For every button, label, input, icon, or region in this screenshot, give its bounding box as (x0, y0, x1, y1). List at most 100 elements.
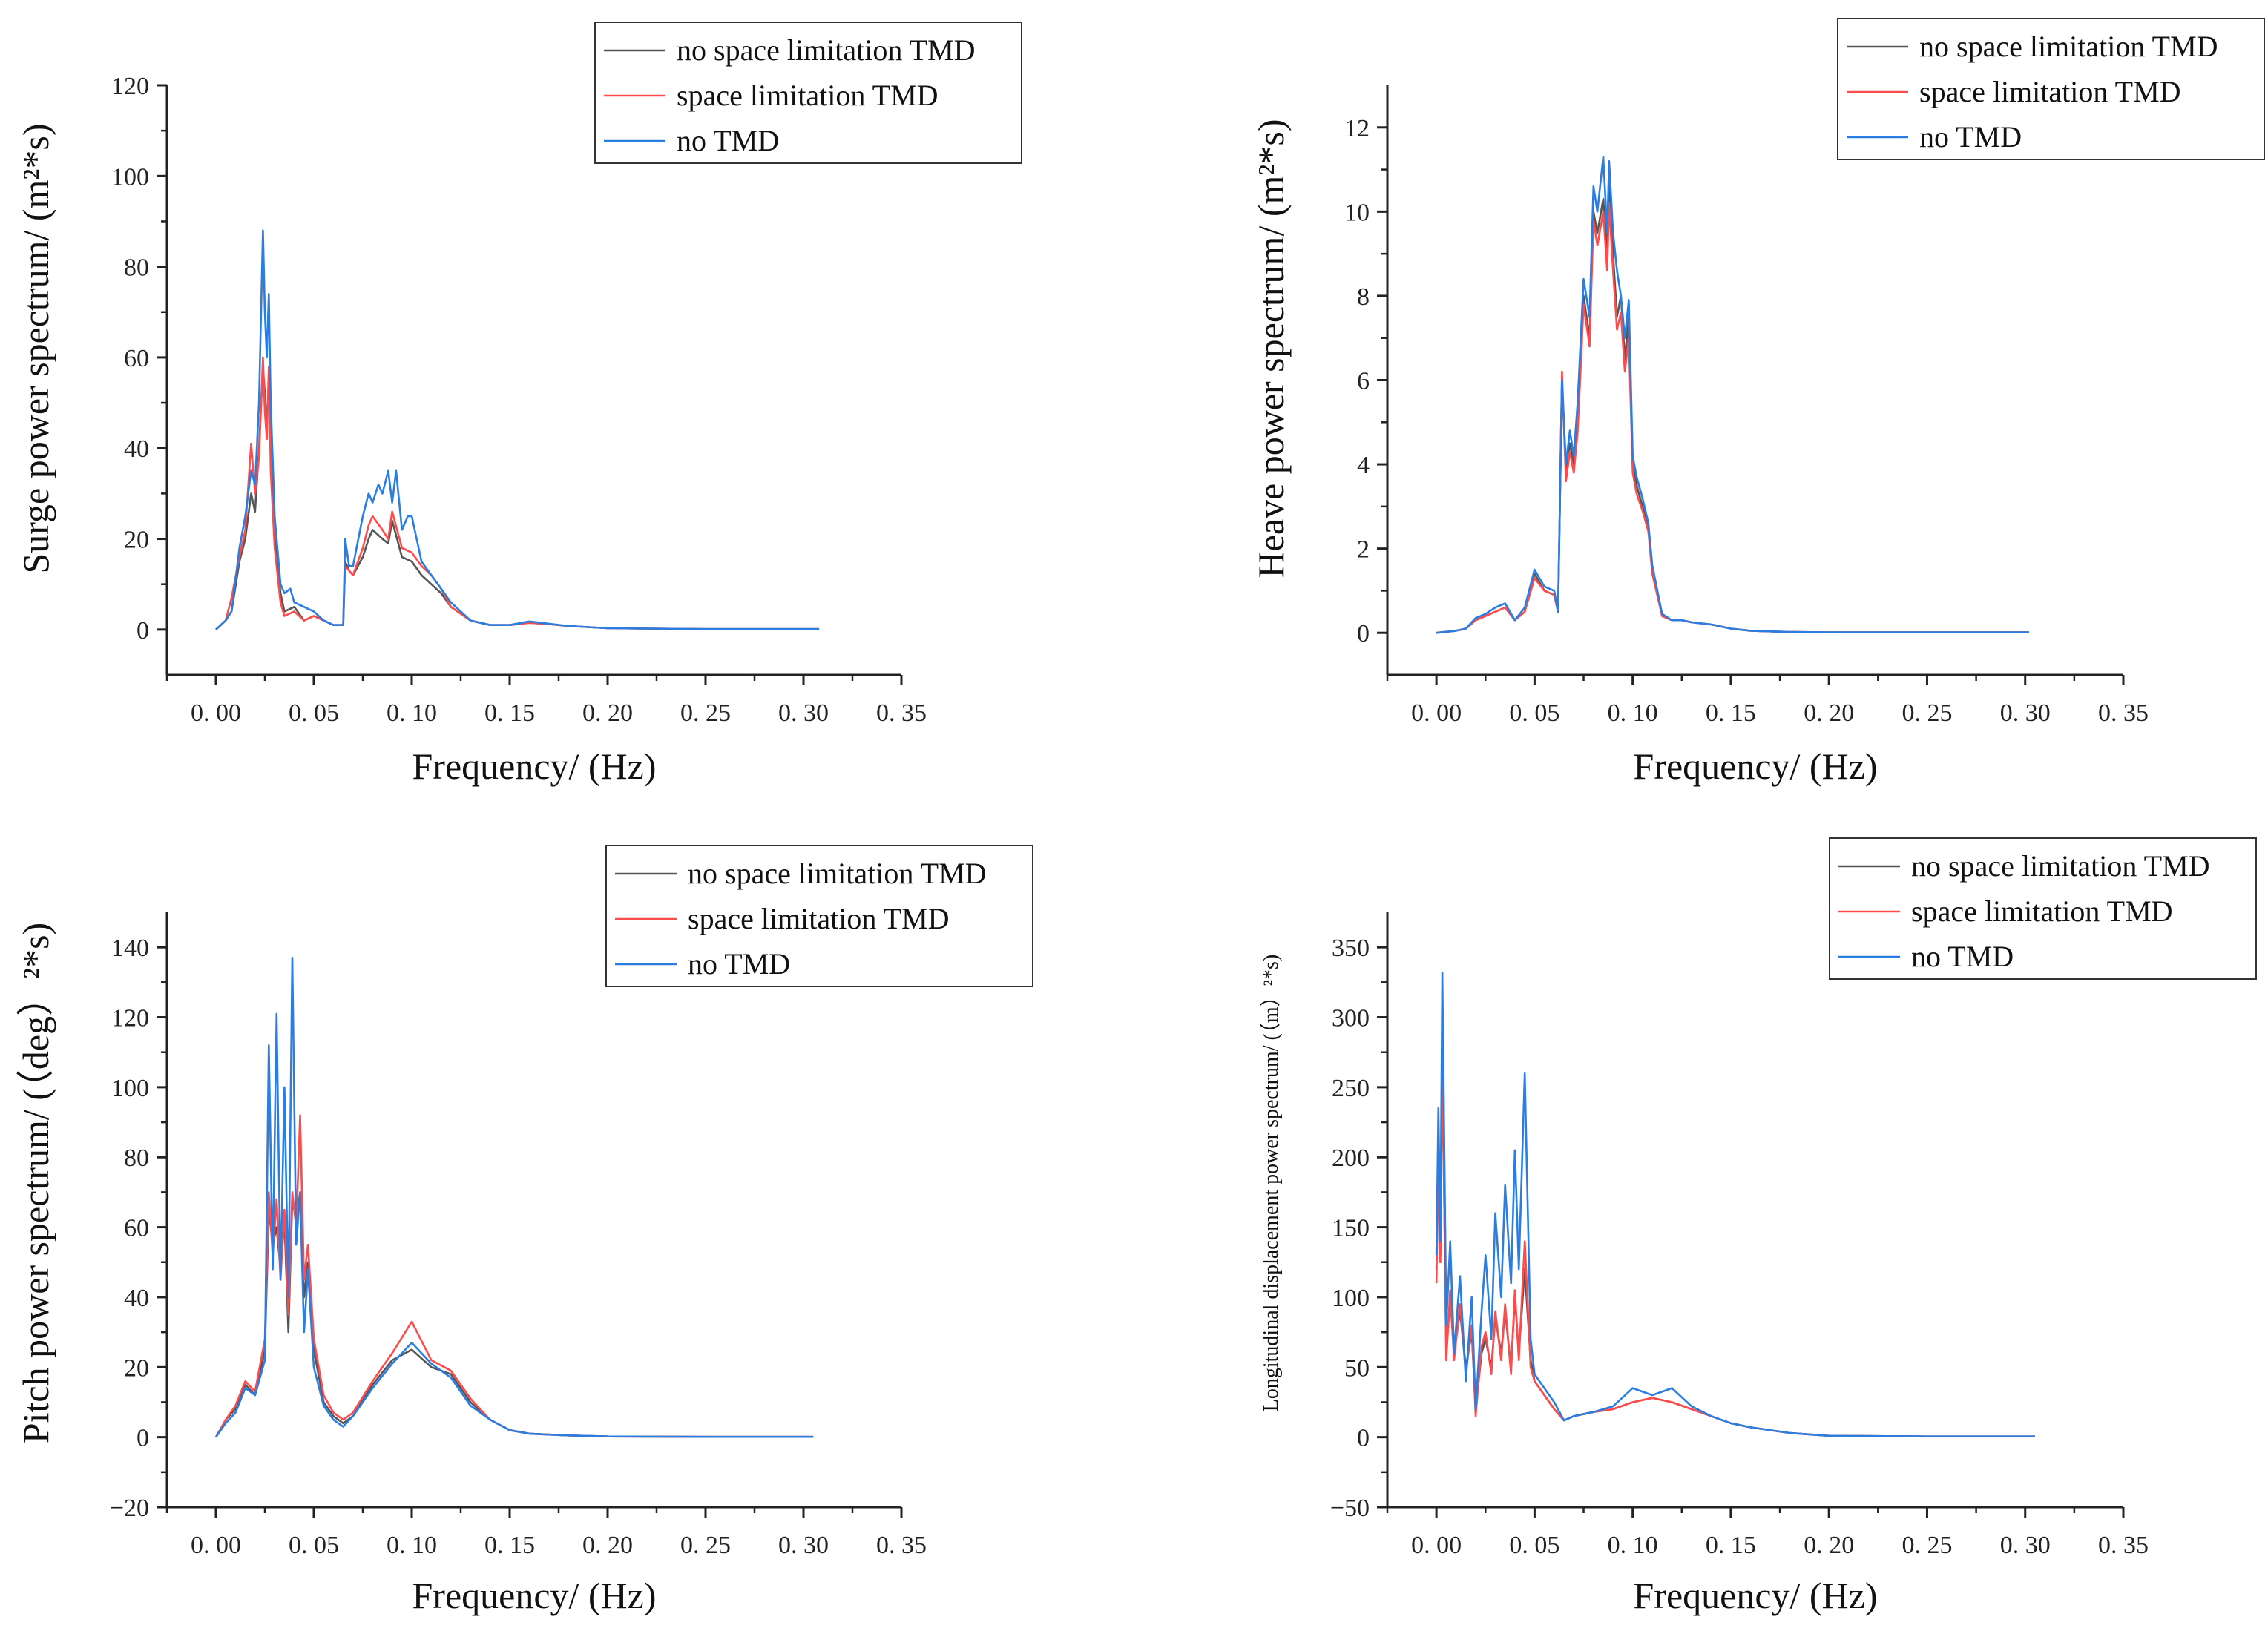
x-tick-label: 0. 00 (191, 699, 241, 727)
x-tick-label: 0. 05 (289, 699, 339, 727)
series-line-0 (215, 365, 820, 630)
x-tick-label: 0. 25 (1901, 1532, 1952, 1559)
legend-label: no space limitation TMD (1911, 849, 2210, 883)
y-tick-label: 12 (1344, 115, 1370, 142)
y-axis-label: Heave power spectrum/ (m²*s) (1250, 119, 1292, 579)
y-tick-label: 80 (124, 254, 149, 282)
series-line-2 (214, 957, 814, 1438)
chart-pitch: 0. 00 0. 05 0. 10 0. 15 0. 20 0. 25 0. 30 0. 35… (15, 845, 1033, 1616)
x-tick-label: 0. 15 (1706, 699, 1756, 727)
x-tick-label: 0. 10 (387, 1532, 437, 1559)
x-tick-label: 0. 00 (1411, 1532, 1462, 1559)
x-tick-label: 0. 00 (191, 1532, 241, 1559)
x-tick-label: 0. 35 (876, 1532, 927, 1559)
y-tick-label: 300 (1332, 1005, 1370, 1032)
legend-label: no TMD (677, 124, 779, 157)
x-tick-label: 0. 35 (876, 699, 927, 727)
y-tick-label: 250 (1332, 1075, 1370, 1102)
x-axis-label: Frequency/ (Hz) (412, 1575, 656, 1616)
x-tick-label: 0. 10 (1608, 1532, 1658, 1559)
series-line-0 (1436, 177, 2029, 634)
series-line-1 (215, 356, 820, 630)
x-tick-label: 0. 30 (778, 699, 829, 727)
y-axis-label: Longitudinal displacement power spectrum… (1259, 955, 1283, 1411)
y-tick-label: 20 (124, 1354, 149, 1382)
x-tick-label: 0. 05 (289, 1532, 339, 1559)
y-tick-label: 0 (1357, 620, 1370, 648)
y-axis-label: Surge power spectrum/ (m²*s) (15, 123, 56, 573)
legend-label: no TMD (1911, 940, 2014, 973)
x-tick-label: 0. 05 (1509, 699, 1559, 727)
legend-box (594, 22, 1022, 164)
y-tick-label: −20 (110, 1495, 149, 1522)
legend-box (1837, 18, 2265, 160)
y-tick-label: 8 (1357, 283, 1370, 311)
legend-label: space limitation TMD (1919, 75, 2181, 108)
x-tick-label: 0. 30 (778, 1532, 829, 1559)
x-tick-label: 0. 25 (680, 699, 731, 727)
y-tick-label: 60 (124, 1215, 149, 1242)
legend-label: no TMD (688, 947, 790, 981)
legend-box (605, 845, 1033, 987)
x-axis-label: Frequency/ (Hz) (412, 745, 656, 787)
y-tick-label: 6 (1357, 368, 1370, 395)
legend-label: no space limitation TMD (1919, 30, 2218, 63)
x-tick-label: 0. 20 (582, 699, 633, 727)
x-axis-label: Frequency/ (Hz) (1633, 745, 1877, 787)
x-tick-label: 0. 10 (387, 699, 437, 727)
y-tick-label: 120 (111, 73, 149, 100)
y-tick-label: 350 (1332, 935, 1370, 962)
legend-label: no space limitation TMD (688, 857, 987, 890)
series-line-2 (1435, 971, 2035, 1437)
x-tick-label: 0. 30 (2000, 699, 2051, 727)
y-axis-label: Pitch power spectrum/ (（deg）²*s) (15, 923, 56, 1443)
x-tick-label: 0. 25 (680, 1532, 731, 1559)
y-tick-label: 60 (124, 345, 149, 372)
y-tick-label: 0 (137, 1425, 149, 1452)
y-tick-label: 100 (1332, 1285, 1370, 1312)
chart-longitudinal: 0. 00 0. 05 0. 10 0. 15 0. 20 0. 25 0. 30 0. 35… (1259, 837, 2257, 1616)
y-tick-label: 100 (111, 1075, 149, 1102)
y-tick-label: 0 (137, 617, 149, 645)
legend-label: space limitation TMD (688, 902, 950, 935)
y-tick-label: 20 (124, 527, 149, 554)
legend-label: space limitation TMD (677, 79, 939, 112)
x-tick-label: 0. 10 (1608, 699, 1658, 727)
legend: no space limitation TMD space limitation … (594, 22, 1022, 164)
chart-surge: 0. 00 0. 05 0. 10 0. 15 0. 20 0. 25 0. 30 0. 35… (15, 22, 1022, 787)
y-tick-label: 100 (111, 163, 149, 191)
y-tick-label: 2 (1357, 536, 1370, 564)
y-tick-label: 120 (111, 1005, 149, 1032)
x-tick-label: 0. 35 (2098, 699, 2149, 727)
x-tick-label: 0. 35 (2098, 1532, 2149, 1559)
series-line-2 (1436, 156, 2029, 634)
x-tick-label: 0. 00 (1411, 699, 1462, 727)
series-line-2 (215, 229, 820, 630)
legend-box (1829, 837, 2257, 980)
y-tick-label: 150 (1332, 1215, 1370, 1242)
series-line-1 (1435, 1051, 2035, 1437)
y-tick-label: 40 (124, 435, 149, 463)
x-axis-label: Frequency/ (Hz) (1633, 1575, 1877, 1616)
x-tick-label: 0. 25 (1901, 699, 1952, 727)
x-tick-label: 0. 15 (484, 699, 535, 727)
x-tick-label: 0. 30 (2000, 1532, 2051, 1559)
legend: no space limitation TMD space limitation … (605, 845, 1033, 987)
series-line-1 (1436, 202, 2029, 634)
y-tick-label: 10 (1344, 199, 1370, 226)
legend-label: no TMD (1919, 120, 2022, 154)
legend-label: no space limitation TMD (677, 33, 976, 67)
legend: no space limitation TMD space limitation … (1837, 18, 2265, 160)
y-tick-label: 80 (124, 1144, 149, 1172)
chart-heave: 0. 00 0. 05 0. 10 0. 15 0. 20 0. 25 0. 30 0. 35… (1250, 18, 2265, 787)
y-tick-label: −50 (1330, 1495, 1370, 1522)
y-tick-label: 140 (111, 935, 149, 962)
y-tick-label: 0 (1357, 1425, 1370, 1452)
x-tick-label: 0. 20 (1804, 699, 1854, 727)
y-tick-label: 50 (1344, 1354, 1370, 1382)
y-tick-label: 40 (124, 1285, 149, 1312)
x-tick-label: 0. 20 (582, 1532, 633, 1559)
y-tick-label: 4 (1357, 452, 1370, 479)
legend: no space limitation TMD space limitation … (1829, 837, 2257, 980)
